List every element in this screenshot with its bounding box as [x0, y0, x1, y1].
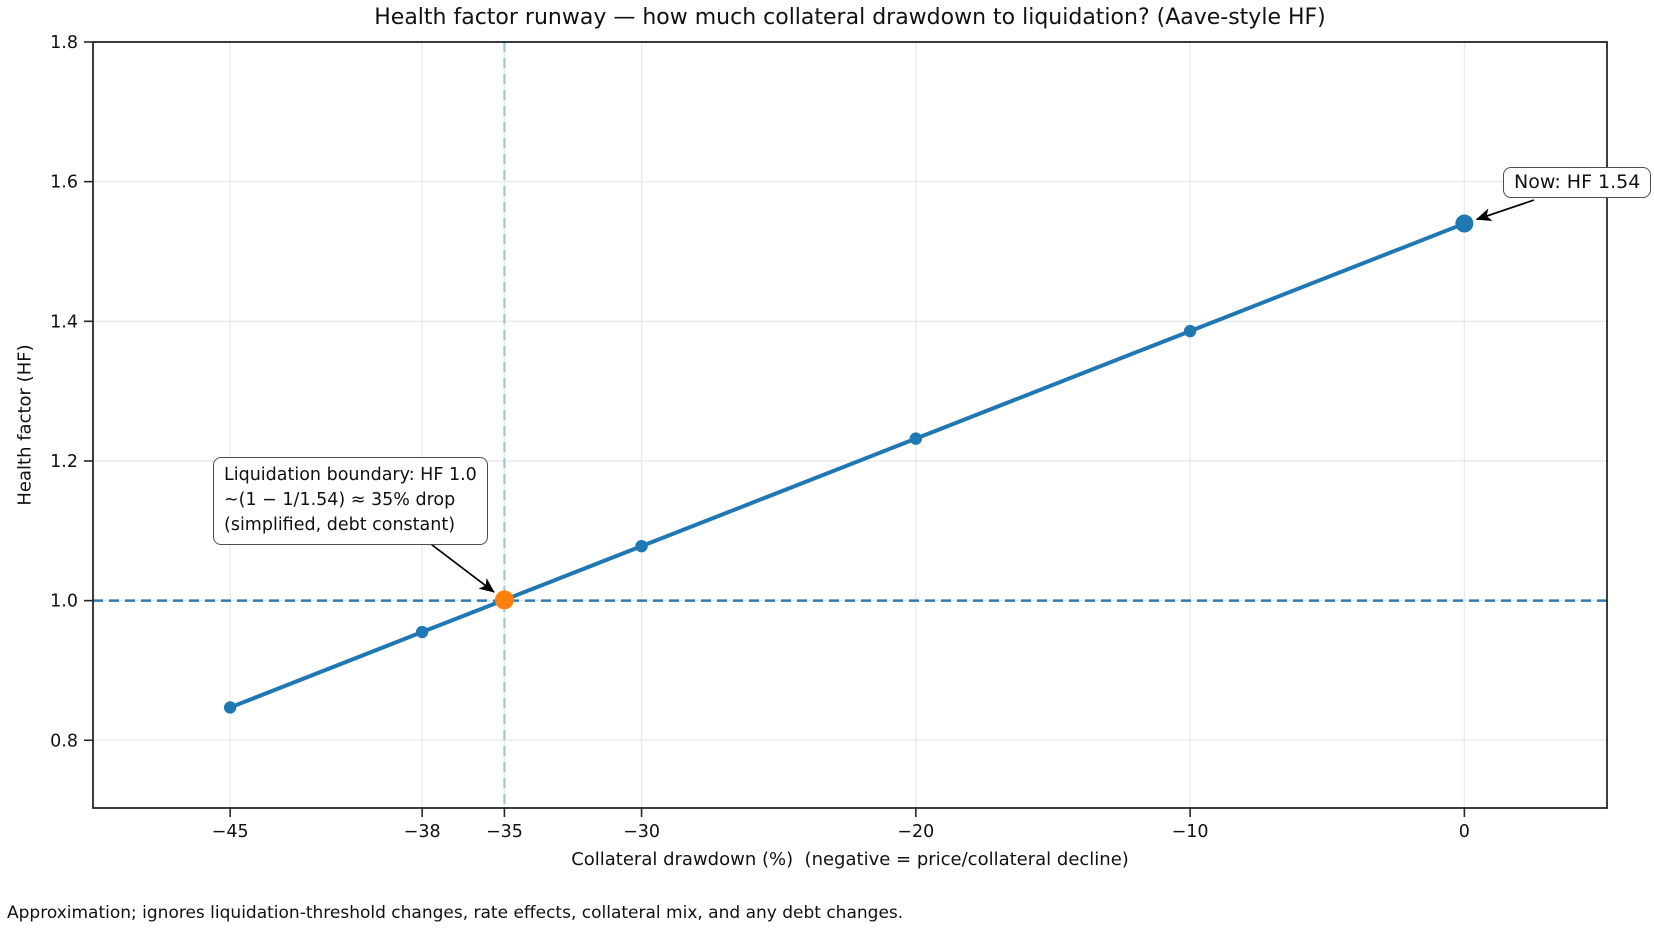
annotation-now: Now: HF 1.54 [1503, 167, 1652, 198]
now-point [1455, 214, 1474, 233]
data-point-marker [909, 432, 923, 445]
y-axis-ticks: 0.8 1.0 1.2 1.4 1.6 1.8 [50, 33, 93, 751]
chart-title: Health factor runway — how much collater… [374, 5, 1326, 30]
y-axis-label: Health factor (HF) [14, 344, 36, 506]
x-tick-label: −20 [897, 822, 934, 842]
y-tick-label: 1.4 [50, 312, 78, 332]
x-tick-label: 0 [1459, 822, 1470, 842]
x-tick-label: −30 [623, 822, 660, 842]
annotation-boundary-line-2: ~(1 − 1/1.54) ≈ 35% drop [224, 490, 456, 510]
data-point-marker [223, 701, 237, 714]
annotation-boundary-line-3: (simplified, debt constant) [224, 515, 456, 535]
data-point-marker [1183, 324, 1197, 338]
x-tick-label: −10 [1172, 822, 1209, 842]
annotation-liquidation-boundary: Liquidation boundary: HF 1.0 ~(1 − 1/1.5… [213, 457, 488, 545]
axis-spines [92, 41, 1608, 809]
liquidation-boundary-point [494, 590, 514, 610]
data-point-marker [415, 625, 429, 639]
x-tick-label: −38 [404, 822, 441, 842]
y-tick-label: 1.6 [50, 173, 78, 193]
annotation-boundary-line-1: Liquidation boundary: HF 1.0 [224, 465, 477, 485]
y-tick-label: 1.8 [50, 33, 78, 53]
y-tick-label: 0.8 [50, 731, 78, 751]
grid-lines [93, 41, 1607, 808]
data-point-marker [635, 539, 648, 553]
x-axis-ticks: −45 −38 −35 −30 −20 −10 0 [212, 808, 1470, 842]
annotation-now-text: Now: HF 1.54 [1514, 171, 1641, 193]
x-axis-label: Collateral drawdown (%) (negative = pric… [571, 849, 1129, 870]
x-tick-label: −35 [486, 822, 523, 842]
footnote: Approximation; ignores liquidation-thres… [7, 903, 904, 923]
y-tick-label: 1.0 [50, 592, 78, 612]
y-tick-label: 1.2 [50, 452, 78, 472]
annotation-arrow-now [1475, 199, 1535, 222]
x-tick-label: −45 [212, 822, 249, 842]
